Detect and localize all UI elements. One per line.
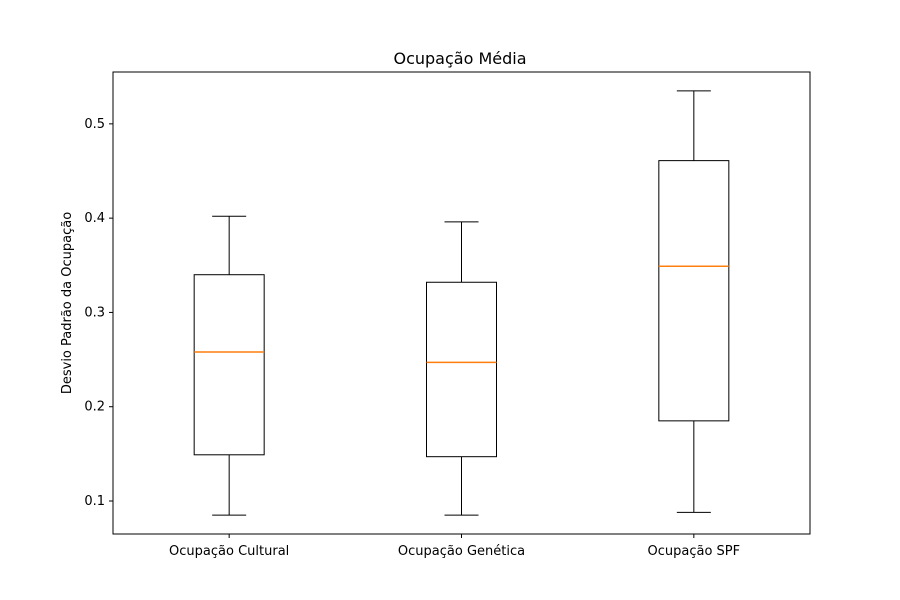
y-tick-label: 0.2: [84, 400, 105, 415]
y-tick-label: 0.1: [84, 494, 105, 509]
y-tick-label: 0.3: [84, 305, 105, 320]
x-tick-label: Ocupação Cultural: [169, 544, 289, 559]
x-tick-label: Ocupação SPF: [648, 544, 741, 559]
box-iqr: [426, 281, 497, 458]
box-iqr: [658, 160, 730, 422]
x-tick-label: Ocupação Genética: [398, 544, 525, 559]
y-axis-label: Desvio Padrão da Ocupação: [60, 212, 75, 394]
y-tick-label: 0.5: [84, 117, 105, 132]
y-tick-label: 0.4: [84, 211, 105, 226]
plot-frame: [112, 71, 811, 535]
chart-title: Ocupação Média: [393, 49, 526, 68]
plot-area: 0.1 0.2 0.3 0.4 0.5 Ocupação Cultural Ocupação…: [84, 90, 741, 559]
box-iqr: [193, 274, 265, 456]
